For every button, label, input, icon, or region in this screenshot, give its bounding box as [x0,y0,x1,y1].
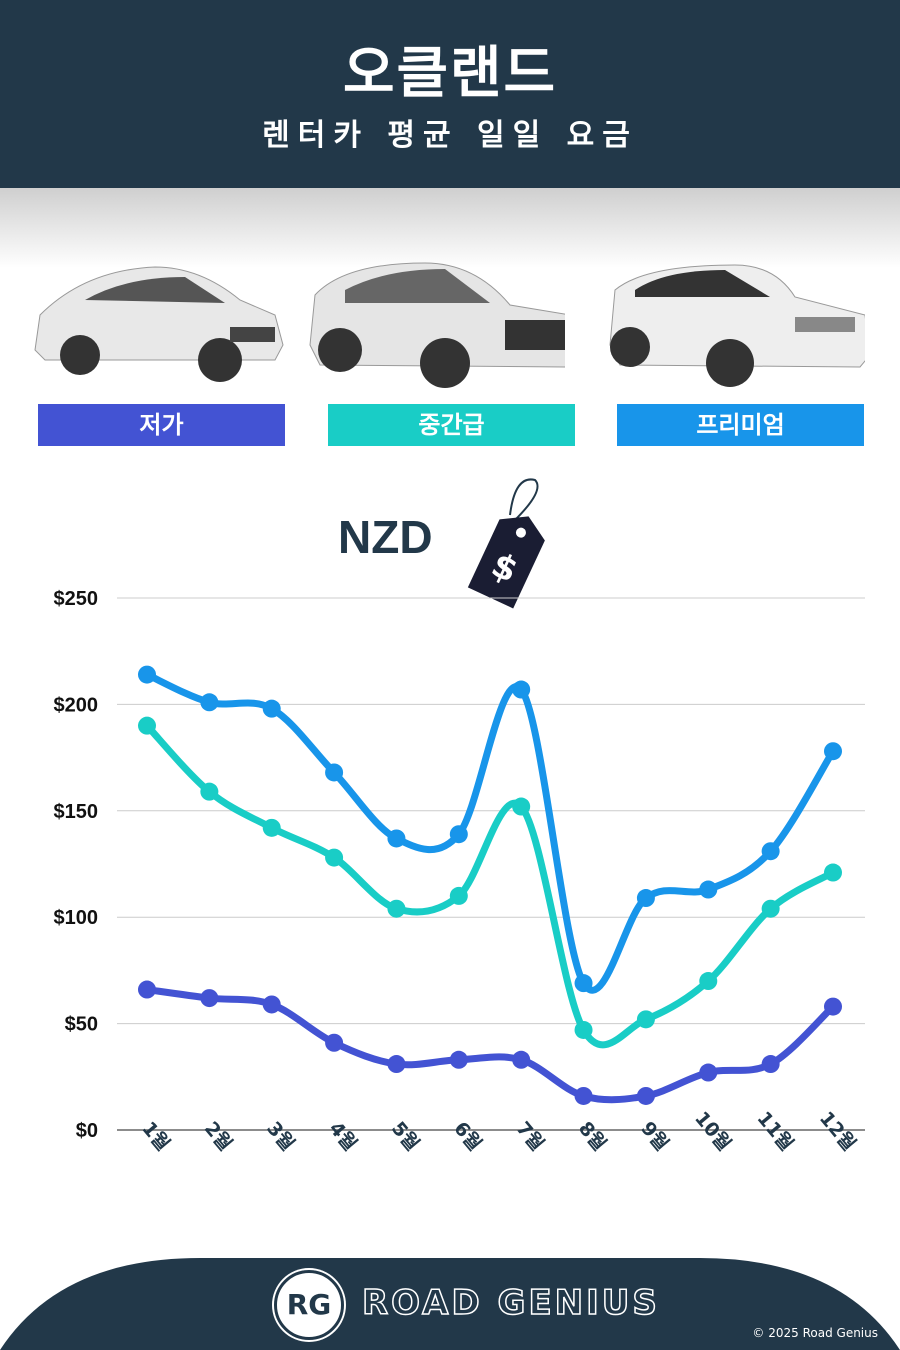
x-tick-label: 11월 [753,1107,798,1155]
data-point [200,693,219,712]
data-point [699,972,718,991]
x-tick-label: 5월 [387,1118,424,1156]
hatchback-car-image [34,266,284,382]
header-shadow [0,188,900,268]
data-point [761,842,780,861]
y-tick-label: $100 [54,907,99,929]
data-point [512,680,531,699]
data-point [200,782,219,801]
x-tick-label: 3월 [262,1118,299,1156]
y-tick-label: $250 [54,588,99,610]
data-point [387,829,406,848]
data-point [138,665,156,684]
data-point [761,1055,780,1074]
x-tick-label: 8월 [574,1118,611,1156]
data-point [387,1055,406,1074]
currency-label: NZD [338,511,433,563]
data-point [325,1033,344,1052]
data-point [138,716,156,735]
x-tick-label: 9월 [636,1118,673,1156]
x-tick-label: 4월 [325,1118,362,1156]
data-point [574,1020,593,1039]
data-point [262,818,281,837]
footer-band [0,1258,900,1350]
x-tick-label: 7월 [512,1118,549,1156]
x-tick-label: 2월 [200,1118,237,1156]
data-point [574,1086,593,1105]
x-tick-label: 6월 [449,1118,486,1156]
data-point [449,886,468,905]
data-point [200,989,219,1008]
x-tick-label: 12월 [815,1107,860,1155]
category-economy: 저가 [38,404,285,446]
y-tick-label: $150 [54,801,99,823]
data-point [262,699,281,718]
category-premium: 프리미엄 [617,404,864,446]
series-line-0 [143,986,837,1104]
data-point [138,980,156,999]
data-point [761,899,780,918]
x-tick-label: 10월 [690,1107,735,1155]
price-tag-dollar-icon: $ [467,478,545,609]
y-tick-label: $0 [76,1120,98,1142]
data-point [636,889,655,908]
data-point [636,1086,655,1105]
data-point [636,1010,655,1029]
data-point [512,1050,531,1069]
line-chart: $0 $50 $100 $150 $200 $250 1월 2월 3월 4월 5월 6월 7월 8월 9월 1… [54,588,865,1156]
y-tick-label: $50 [65,1014,98,1036]
data-point [512,797,531,816]
copyright: © 2025 Road Genius [752,1326,878,1340]
page-subtitle: 렌터카 평균 일일 요금 [262,118,638,153]
header: 오클랜드 렌터카 평균 일일 요금 [0,0,900,188]
data-point [449,825,468,844]
data-point [574,974,593,993]
road-genius-logo: RG [274,1270,344,1340]
category-midsize: 중간급 [328,404,575,446]
data-point [325,848,344,867]
x-tick-label: 1월 [137,1118,174,1156]
data-point [824,742,842,761]
data-point [262,995,281,1014]
suv-car-image [309,262,565,388]
page-title: 오클랜드 [342,41,558,106]
data-point [449,1050,468,1069]
y-tick-label: $200 [54,694,99,716]
data-point [824,863,842,882]
data-point [699,1063,718,1082]
data-point [824,997,842,1016]
data-point [387,899,406,918]
brand-name: ROAD GENIUS [361,1282,660,1324]
data-point [325,763,344,782]
luxury-suv-image [609,264,865,387]
data-point [699,880,718,899]
